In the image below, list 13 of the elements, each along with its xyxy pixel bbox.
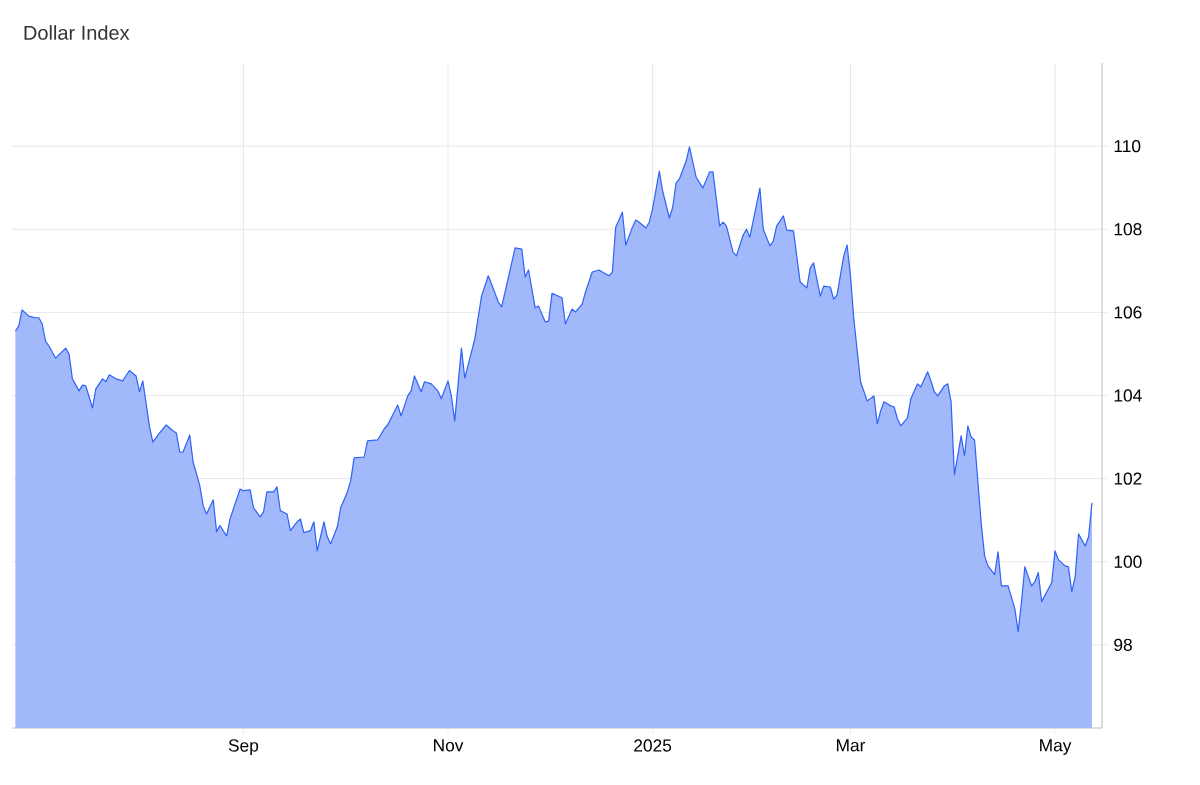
y-tick-label: 110 — [1114, 139, 1141, 153]
x-tick-label: 2025 — [634, 739, 672, 752]
chart-title: Dollar Index — [24, 25, 130, 40]
y-tick-label: 100 — [1114, 555, 1142, 568]
y-tick-label: 104 — [1114, 389, 1142, 402]
x-tick-label: Nov — [434, 739, 464, 752]
y-tick-label: 98 — [1114, 638, 1132, 651]
y-tick-label: 108 — [1114, 223, 1142, 236]
y-tick-label: 102 — [1114, 472, 1142, 485]
x-tick-label: Sep — [228, 739, 259, 756]
x-tick-label: Mar — [836, 739, 866, 752]
x-tick-label: May — [1040, 739, 1072, 755]
y-tick-label: 106 — [1114, 306, 1142, 319]
